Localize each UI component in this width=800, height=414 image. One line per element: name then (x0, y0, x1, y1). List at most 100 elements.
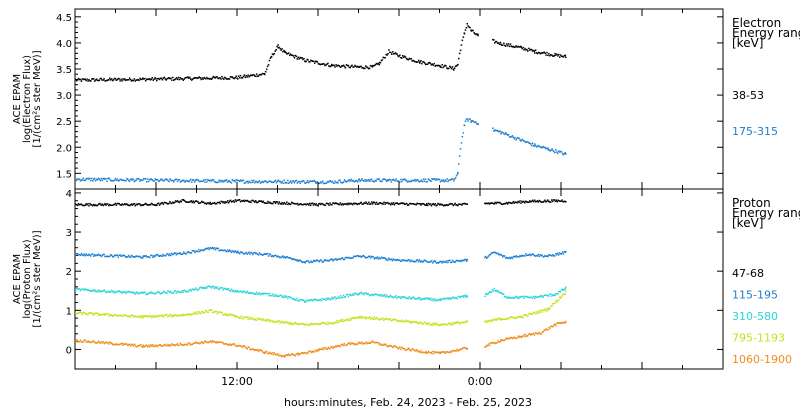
data-point (348, 319, 350, 321)
data-point (269, 57, 272, 59)
data-point (106, 203, 108, 205)
data-point (517, 316, 519, 318)
data-point (305, 352, 307, 355)
data-point (198, 248, 200, 251)
data-point (457, 321, 459, 323)
data-point (403, 296, 406, 298)
data-point (358, 203, 361, 205)
data-point (218, 201, 220, 203)
data-point (317, 204, 319, 207)
data-point (533, 311, 536, 313)
x-tick-label: 0:00 (468, 375, 493, 388)
data-point (422, 298, 425, 300)
data-point (221, 287, 223, 289)
data-point (414, 178, 416, 181)
data-point (545, 201, 547, 203)
data-point (562, 293, 565, 295)
data-point (340, 181, 342, 183)
data-point (403, 55, 406, 57)
data-point (551, 326, 553, 328)
data-point (297, 56, 299, 59)
data-point (177, 201, 180, 203)
data-point (97, 340, 100, 342)
data-point (447, 351, 449, 353)
data-point (383, 201, 385, 203)
data-point (503, 293, 505, 295)
data-point (539, 53, 542, 55)
data-point (217, 311, 220, 314)
data-point (344, 256, 347, 259)
data-point (196, 250, 198, 252)
data-point (283, 356, 286, 358)
data-point (167, 203, 169, 205)
data-point (177, 179, 180, 181)
data-point (201, 341, 204, 344)
data-point (242, 199, 245, 202)
data-point (505, 43, 508, 45)
data-point (385, 202, 387, 204)
data-point (90, 80, 92, 82)
data-point (546, 308, 548, 310)
data-point (321, 322, 323, 324)
data-point (552, 294, 555, 296)
data-point (97, 79, 100, 82)
data-point (205, 178, 207, 181)
data-point (540, 309, 542, 311)
data-point (119, 291, 121, 293)
data-point (530, 144, 533, 147)
data-point (142, 257, 144, 259)
data-point (324, 204, 327, 206)
data-point (363, 202, 365, 204)
data-point (188, 289, 191, 291)
data-point (91, 312, 93, 314)
data-point (144, 80, 147, 82)
data-point (372, 341, 375, 343)
data-point (349, 257, 351, 260)
data-point (178, 179, 181, 181)
data-point (86, 289, 88, 291)
data-point (515, 45, 517, 47)
data-point (282, 50, 284, 53)
data-point (83, 78, 85, 80)
data-point (121, 80, 123, 82)
data-point (335, 345, 337, 347)
data-point (349, 66, 351, 69)
data-point (335, 258, 337, 260)
data-point (514, 46, 516, 48)
data-point (492, 127, 494, 129)
data-point (432, 203, 435, 205)
data-point (438, 299, 441, 301)
data-point (245, 74, 247, 77)
data-point (395, 318, 397, 321)
data-point (485, 321, 487, 323)
data-point (151, 254, 153, 257)
data-point (211, 285, 214, 287)
data-point (97, 203, 100, 206)
data-point (159, 293, 161, 295)
data-point (129, 345, 132, 347)
data-point (167, 316, 169, 318)
data-point (266, 181, 268, 184)
data-point (277, 203, 280, 205)
data-point (364, 342, 367, 345)
data-point (189, 313, 192, 315)
data-point (417, 322, 419, 324)
data-point (431, 178, 433, 180)
data-point (528, 254, 530, 256)
data-point (444, 352, 446, 354)
data-point (126, 203, 128, 205)
data-point (435, 179, 437, 181)
data-point (157, 315, 160, 318)
data-point (521, 316, 523, 319)
data-point (449, 350, 452, 353)
data-point (324, 298, 326, 300)
data-point (232, 343, 235, 345)
data-point (77, 178, 80, 181)
data-point (311, 202, 314, 204)
data-point (527, 335, 529, 337)
data-point (525, 49, 527, 51)
data-point (502, 339, 504, 342)
data-point (406, 297, 409, 300)
data-point (137, 178, 139, 180)
data-point (463, 296, 465, 298)
